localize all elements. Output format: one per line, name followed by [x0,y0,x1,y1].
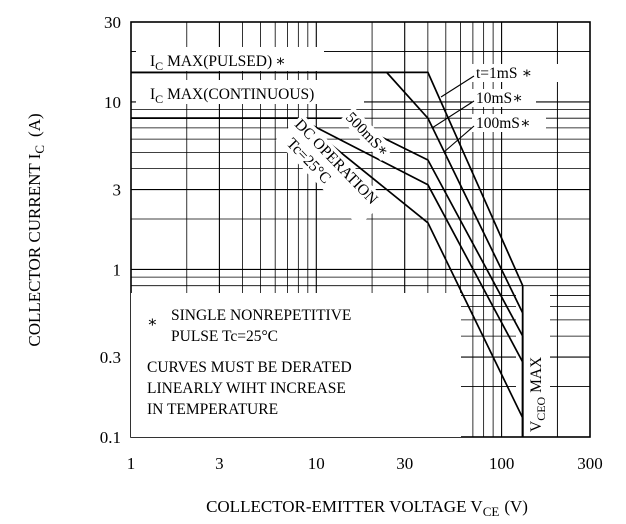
y-tick-label: 3 [113,181,122,200]
series-line-4 [131,117,524,437]
y-tick-label: 0.3 [100,348,121,367]
vceo-max-label: VCEO MAX [528,357,548,432]
ms10-label: 10mS∗ [476,90,523,107]
ms100-label: 100mS∗ [476,115,530,132]
ms100-label-bg [472,114,546,132]
note-line-5: IN TEMPERATURE [147,401,278,418]
note-line-3: CURVES MUST BE DERATED [147,359,352,376]
note-line-2: PULSE Tc=25°C [171,328,278,345]
x-axis-title: COLLECTOR-EMITTER VOLTAGE VCE (V) [206,497,528,519]
y-tick-label: 30 [104,13,121,32]
x-tick-label: 10 [308,454,325,473]
x-tick-label: 100 [489,454,515,473]
y-axis-title: COLLECTOR CURRENT IC(A) [25,113,47,346]
pulsed-label-bg [136,47,324,71]
soa-curves [131,71,524,437]
t1ms-label-bg [472,64,558,82]
x-tick-label: 3 [215,454,224,473]
ic-max-pulsed-label: IC MAX(PULSED) ∗ [150,53,286,73]
x-tick-label: 30 [396,454,413,473]
y-tick-label: 1 [113,260,122,279]
tick-labels: 1 3 10 30 100 300 0.1 0.3 1 3 10 30 [100,13,603,473]
note-line-4: LINEARLY WIHT INCREASE [147,380,346,397]
y-tick-label: 10 [104,93,121,112]
continuous-label-bg [136,80,364,104]
dc-label-bg [275,113,387,227]
ms10-leader [431,100,475,129]
note-box [131,293,461,437]
t1ms-label: t=1mS ∗ [476,65,532,82]
ms500-label-bg [340,106,394,162]
note-asterisk: ∗ [147,314,158,331]
y-tick-label: 0.1 [100,428,121,447]
ms100-leader [443,125,475,153]
ic-max-continuous-label: IC MAX(CONTINUOUS) [150,86,314,106]
vceo-label-bg [516,294,550,436]
x-tick-label: 1 [127,454,136,473]
ms10-label-bg [472,89,536,107]
t1ms-leader [440,75,475,98]
x-tick-label: 300 [577,454,603,473]
note-line-1: SINGLE NONREPETITIVE [171,307,351,324]
